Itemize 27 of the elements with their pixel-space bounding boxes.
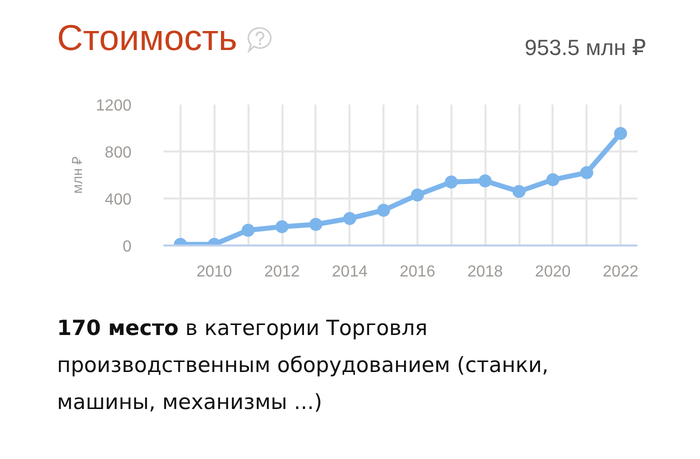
point (242, 224, 255, 237)
y-axis-title: млн ₽ (68, 156, 85, 194)
x-tick-label: 2014 (332, 264, 368, 280)
text: 170 место (57, 316, 179, 340)
x-tick-label: 2022 (602, 264, 638, 280)
point (410, 188, 424, 202)
point (309, 218, 322, 231)
y-tick-label: 1200 (96, 98, 132, 114)
point (444, 176, 458, 189)
text: 953.5 млн ₽ (524, 34, 646, 62)
x-tick-label: 2018 (467, 264, 504, 280)
chart-title: Стоимость (57, 17, 238, 58)
y-tick-label: 400 (104, 192, 132, 208)
y-tick-label: 0 (122, 238, 132, 256)
point (377, 204, 390, 217)
y-tick-label: 800 (104, 144, 132, 162)
point (614, 126, 628, 140)
x-tick-label: 2012 (264, 264, 300, 280)
point (512, 184, 526, 198)
x-tick-label: 2020 (535, 264, 571, 280)
point (580, 166, 594, 180)
point (546, 173, 560, 186)
point (478, 174, 492, 188)
point (276, 220, 288, 234)
x-tick-label: 2016 (400, 264, 436, 280)
x-tick-label: 2010 (196, 264, 232, 280)
point (343, 212, 356, 225)
